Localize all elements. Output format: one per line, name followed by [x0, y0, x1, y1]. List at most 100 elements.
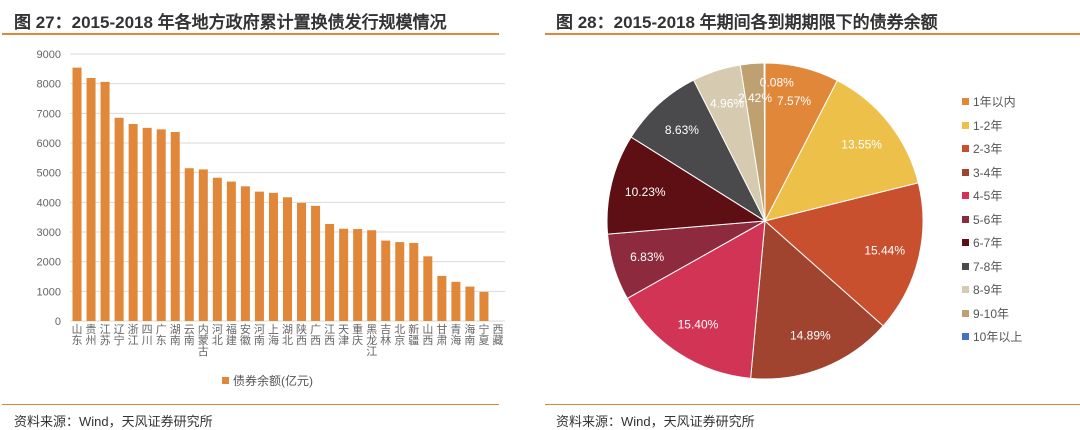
bar — [339, 228, 349, 321]
bar — [254, 191, 264, 321]
left-source: 资料来源：Wind，天风证券研究所 — [14, 414, 213, 429]
bar — [367, 230, 377, 321]
x-tick-label: 河北 — [212, 323, 223, 347]
y-tick-label: 4000 — [37, 197, 61, 209]
bar — [311, 205, 321, 321]
x-tick-label: 湖南 — [170, 323, 181, 347]
right-footer-rule — [545, 404, 1080, 405]
x-tick-char: 浙 — [128, 323, 139, 336]
bar — [297, 202, 307, 321]
x-tick-label: 甘肃 — [436, 323, 447, 347]
bar — [283, 197, 292, 321]
bar — [86, 78, 96, 321]
bar — [325, 223, 335, 321]
x-tick-label: 四川 — [142, 324, 153, 347]
slice-label: 0.08% — [760, 75, 794, 89]
bar — [353, 229, 363, 321]
pie-slice — [630, 79, 767, 223]
x-tick-label: 海南 — [464, 322, 475, 347]
x-tick-char: 湖 — [282, 323, 293, 336]
x-tick-char: 甘 — [436, 323, 447, 336]
x-tick-label: 黑龙江 — [366, 323, 377, 358]
legend-swatch — [962, 333, 969, 340]
bar — [409, 242, 419, 321]
legend-swatch — [962, 262, 969, 270]
legend-label: 1-2年 — [973, 118, 1003, 133]
legend-label: 4-5年 — [973, 189, 1003, 203]
x-tick-char: 内 — [198, 322, 209, 336]
legend-label: 3-4年 — [973, 165, 1003, 180]
bar — [170, 132, 180, 321]
legend-item: 9-10年 — [962, 305, 1009, 322]
legend-item: 2-3年 — [962, 140, 1002, 157]
x-tick-char: 宁 — [114, 333, 125, 347]
slice-label: 2.42% — [738, 91, 772, 105]
bar — [142, 127, 152, 322]
bar — [114, 117, 124, 322]
x-tick-char: 青 — [450, 323, 461, 336]
bar — [268, 192, 278, 321]
bar — [184, 168, 194, 321]
x-tick-char: 广 — [156, 323, 167, 336]
y-tick-label: 3000 — [37, 227, 61, 239]
x-tick-char: 福 — [226, 322, 237, 336]
x-tick-char: 南 — [184, 334, 195, 347]
legend-label: 6-7年 — [973, 236, 1003, 250]
legend-swatch — [962, 239, 969, 246]
right-title-rule — [545, 33, 1080, 35]
left-chart-title: 图 27：2015-2018 年各地方政府累计置换债发行规模情况 — [14, 13, 447, 32]
slice-label: 14.89% — [790, 329, 831, 343]
x-tick-char: 辽 — [114, 323, 125, 336]
x-tick-char: 重 — [352, 322, 363, 336]
pie-slice — [764, 79, 919, 222]
x-tick-char: 庆 — [352, 333, 363, 347]
y-tick-label: 8000 — [37, 79, 61, 91]
bar — [395, 242, 405, 321]
x-tick-label: 青海 — [450, 323, 461, 347]
left-footer-rule — [2, 404, 499, 405]
x-tick-char: 吉 — [380, 323, 391, 336]
y-tick-label: 7000 — [37, 108, 61, 120]
bar-chart: 0100020003000400050006000700080009000山东贵… — [37, 49, 505, 358]
legend-swatch — [962, 192, 969, 199]
x-tick-char: 藏 — [492, 334, 503, 347]
x-tick-char: 海 — [450, 333, 461, 347]
x-tick-label: 江苏 — [100, 323, 111, 347]
x-tick-char: 云 — [184, 324, 195, 336]
x-tick-label: 上海 — [268, 323, 279, 347]
legend-swatch — [962, 168, 969, 176]
x-tick-label: 浙江 — [128, 323, 139, 347]
legend-label: 7-8年 — [973, 259, 1003, 274]
x-tick-label: 吉林 — [380, 323, 391, 347]
x-tick-label: 宁夏 — [478, 322, 489, 347]
x-tick-label: 内蒙古 — [198, 322, 209, 358]
x-tick-char: 陕 — [296, 322, 307, 336]
legend-item: 7-8年 — [962, 258, 1002, 275]
x-tick-char: 蒙 — [198, 334, 209, 347]
x-tick-label: 湖北 — [282, 323, 293, 347]
x-tick-label: 陕西 — [296, 322, 307, 347]
x-tick-char: 安 — [240, 322, 251, 336]
bar — [156, 129, 166, 321]
x-tick-char: 东 — [72, 334, 83, 347]
legend-item: 3-4年 — [962, 164, 1002, 181]
x-tick-char: 广 — [310, 323, 321, 336]
x-tick-char: 津 — [338, 334, 349, 347]
legend-swatch — [222, 377, 229, 384]
x-tick-label: 山西 — [422, 323, 433, 347]
pie-slice — [764, 62, 839, 222]
bar — [212, 177, 222, 321]
legend-label: 2-3年 — [973, 142, 1003, 156]
x-tick-label: 福建 — [226, 322, 237, 347]
legend-swatch — [962, 98, 969, 105]
x-tick-char: 西 — [492, 324, 503, 336]
bar — [72, 67, 82, 321]
x-tick-char: 湖 — [170, 323, 181, 336]
legend-swatch — [962, 145, 969, 152]
x-tick-char: 夏 — [478, 334, 489, 347]
x-tick-char: 贵 — [86, 323, 97, 336]
legend-label: 10年以上 — [973, 330, 1023, 344]
x-tick-char: 北 — [282, 334, 293, 347]
slice-label: 6.83% — [630, 250, 664, 264]
bar — [423, 256, 433, 321]
